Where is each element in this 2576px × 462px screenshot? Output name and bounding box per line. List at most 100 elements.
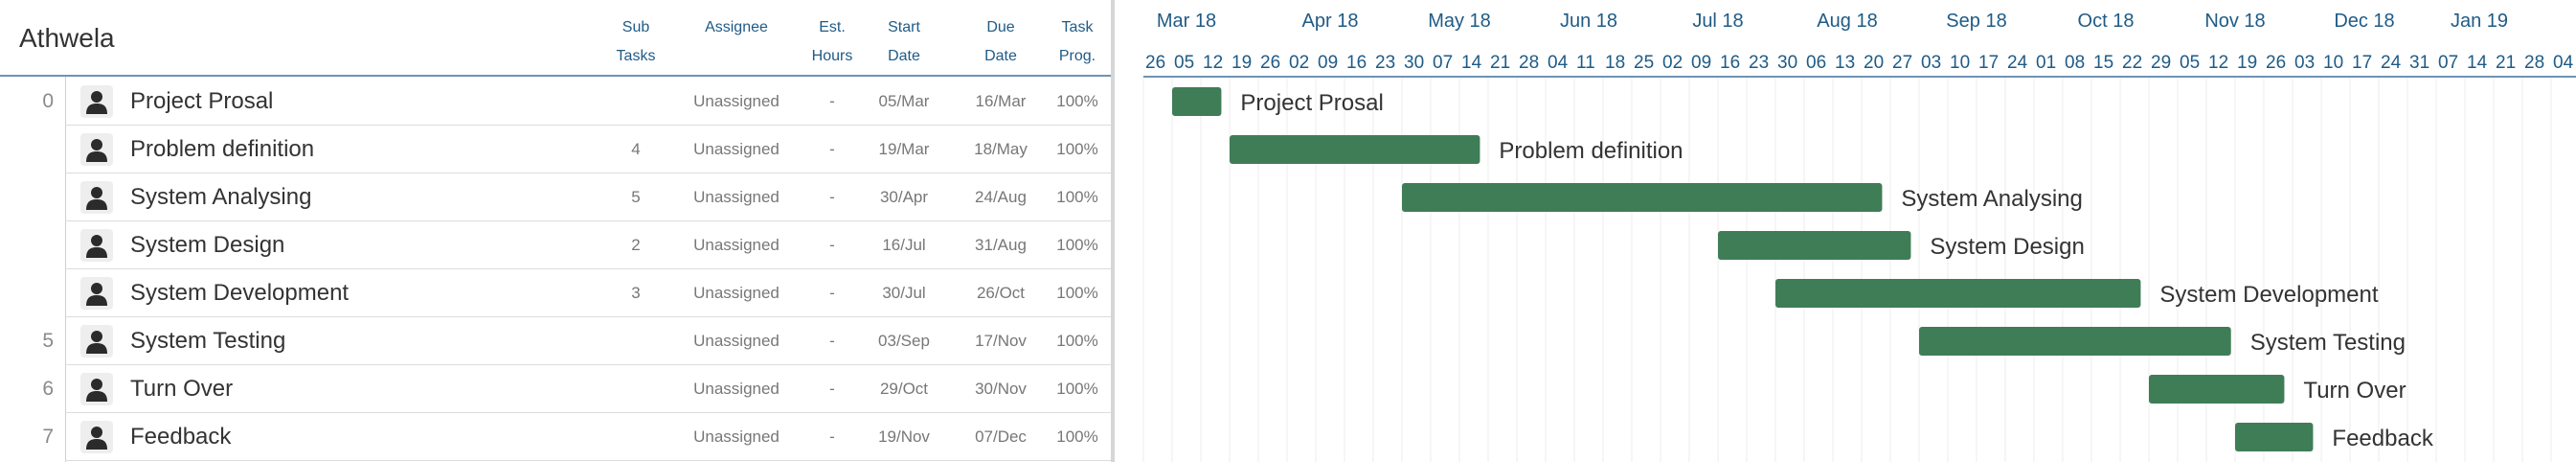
table-row[interactable]: 5 System Testing Unassigned - 03/Sep 17/Nov 10… xyxy=(0,317,1113,365)
task-name[interactable]: Turn Over xyxy=(130,376,234,402)
task-progress[interactable]: 100% xyxy=(1056,140,1098,158)
task-due-date[interactable]: 30/Nov xyxy=(975,380,1027,398)
task-assignee[interactable]: Unassigned xyxy=(693,332,780,350)
task-name[interactable]: System Development xyxy=(130,280,350,306)
week-label: 07 xyxy=(2438,53,2458,73)
month-label: Sep 18 xyxy=(1946,11,2006,32)
column-header-due-date[interactable]: Due Date xyxy=(948,13,1053,71)
task-bar[interactable] xyxy=(2235,423,2314,451)
task-name[interactable]: System Testing xyxy=(130,328,286,354)
avatar-user-icon[interactable] xyxy=(80,325,113,358)
task-assignee[interactable]: Unassigned xyxy=(693,427,780,446)
week-label: 03 xyxy=(2294,53,2315,73)
task-start-date[interactable]: 29/Oct xyxy=(879,380,929,398)
task-due-date[interactable]: 16/Mar xyxy=(975,92,1027,110)
task-progress[interactable]: 100% xyxy=(1056,427,1098,446)
week-label: 23 xyxy=(1749,53,1769,73)
avatar-user-icon[interactable] xyxy=(80,181,113,214)
table-row[interactable]: System Analysing 5 Unassigned - 30/Apr 24/Aug… xyxy=(0,173,1113,221)
task-bar[interactable] xyxy=(1718,231,1911,260)
table-row[interactable]: 0 Project Prosal Unassigned - 05/Mar 16/Mar 10… xyxy=(0,78,1113,126)
avatar-user-icon[interactable] xyxy=(80,133,113,166)
task-assignee[interactable]: Unassigned xyxy=(693,284,780,302)
column-header-subtasks[interactable]: Sub Tasks xyxy=(583,13,689,71)
task-est-hours[interactable]: - xyxy=(829,140,835,158)
task-start-date[interactable]: 19/Mar xyxy=(878,140,930,158)
task-assignee[interactable]: Unassigned xyxy=(693,188,780,206)
task-est-hours[interactable]: - xyxy=(829,332,835,350)
task-due-date[interactable]: 07/Dec xyxy=(975,427,1027,446)
task-start-date[interactable]: 03/Sep xyxy=(878,332,930,350)
task-bar[interactable] xyxy=(2149,375,2285,404)
pane-splitter[interactable] xyxy=(1111,0,1115,462)
avatar-user-icon[interactable] xyxy=(80,277,113,310)
week-label: 09 xyxy=(1318,53,1338,73)
task-est-hours[interactable]: - xyxy=(829,427,835,446)
week-label: 04 xyxy=(1548,53,1569,73)
grid-header: Athwela Sub Tasks Assignee Est. Hours St… xyxy=(0,0,1113,77)
task-bar[interactable] xyxy=(1775,279,2141,308)
week-label: 02 xyxy=(1289,53,1309,73)
task-due-date[interactable]: 24/Aug xyxy=(975,188,1027,206)
task-due-date[interactable]: 18/May xyxy=(974,140,1028,158)
row-number: 6 xyxy=(42,378,54,400)
task-name[interactable]: System Design xyxy=(130,232,285,258)
task-due-date[interactable]: 17/Nov xyxy=(975,332,1027,350)
week-label: 27 xyxy=(1892,53,1912,73)
row-cells: System Analysing xyxy=(65,173,1113,221)
row-cells: Turn Over xyxy=(65,365,1113,413)
column-header-est-hours[interactable]: Est. Hours xyxy=(780,13,885,71)
task-est-hours[interactable]: - xyxy=(829,236,835,254)
table-row[interactable]: System Development 3 Unassigned - 30/Jul 26/O… xyxy=(0,269,1113,317)
table-row[interactable]: System Design 2 Unassigned - 16/Jul 31/Aug 100… xyxy=(0,221,1113,269)
week-label: 13 xyxy=(1835,53,1855,73)
avatar-user-icon[interactable] xyxy=(80,85,113,118)
task-bar[interactable] xyxy=(1919,327,2231,356)
week-label: 26 xyxy=(2266,53,2286,73)
month-label: Jul 18 xyxy=(1692,11,1743,32)
week-label: 14 xyxy=(2467,53,2488,73)
task-start-date[interactable]: 30/Jul xyxy=(882,284,926,302)
task-name[interactable]: Feedback xyxy=(130,424,232,450)
task-assignee[interactable]: Unassigned xyxy=(693,380,780,398)
task-due-date[interactable]: 31/Aug xyxy=(975,236,1027,254)
avatar-user-icon[interactable] xyxy=(80,229,113,262)
column-header-assignee[interactable]: Assignee xyxy=(684,13,789,42)
task-progress[interactable]: 100% xyxy=(1056,380,1098,398)
task-name[interactable]: Problem definition xyxy=(130,136,315,162)
task-assignee[interactable]: Unassigned xyxy=(693,92,780,110)
task-name[interactable]: Project Prosal xyxy=(130,88,274,114)
task-name[interactable]: System Analysing xyxy=(130,184,312,210)
table-row[interactable]: 7 Feedback Unassigned - 19/Nov 07/Dec 100% xyxy=(0,413,1113,461)
task-assignee[interactable]: Unassigned xyxy=(693,236,780,254)
task-progress[interactable]: 100% xyxy=(1056,284,1098,302)
avatar-user-icon[interactable] xyxy=(80,421,113,453)
table-row[interactable]: Problem definition 4 Unassigned - 19/Mar 18/M… xyxy=(0,126,1113,173)
task-est-hours[interactable]: - xyxy=(829,284,835,302)
column-header-start-date[interactable]: Start Date xyxy=(851,13,957,71)
task-progress[interactable]: 100% xyxy=(1056,188,1098,206)
task-progress[interactable]: 100% xyxy=(1056,236,1098,254)
avatar-user-icon[interactable] xyxy=(80,373,113,405)
task-est-hours[interactable]: - xyxy=(829,380,835,398)
task-bar[interactable] xyxy=(1230,135,1480,164)
task-bar-label: Turn Over xyxy=(2303,378,2406,404)
month-label: Mar 18 xyxy=(1157,11,1216,32)
task-est-hours[interactable]: - xyxy=(829,188,835,206)
task-start-date[interactable]: 16/Jul xyxy=(882,236,926,254)
task-est-hours[interactable]: - xyxy=(829,92,835,110)
task-start-date[interactable]: 30/Apr xyxy=(879,188,929,206)
task-start-date[interactable]: 19/Nov xyxy=(878,427,930,446)
column-header-est-line1: Est. xyxy=(819,19,846,35)
task-progress[interactable]: 100% xyxy=(1056,332,1098,350)
column-header-task-progress[interactable]: Task Prog. xyxy=(1025,13,1130,71)
task-due-date[interactable]: 26/Oct xyxy=(976,284,1026,302)
table-row[interactable]: 6 Turn Over Unassigned - 29/Oct 30/Nov 100% xyxy=(0,365,1113,413)
task-progress[interactable]: 100% xyxy=(1056,92,1098,110)
week-label: 03 xyxy=(1921,53,1941,73)
task-subtasks: 4 xyxy=(631,140,641,158)
task-assignee[interactable]: Unassigned xyxy=(693,140,780,158)
task-bar[interactable] xyxy=(1172,87,1222,116)
task-bar[interactable] xyxy=(1402,183,1883,212)
task-start-date[interactable]: 05/Mar xyxy=(878,92,930,110)
